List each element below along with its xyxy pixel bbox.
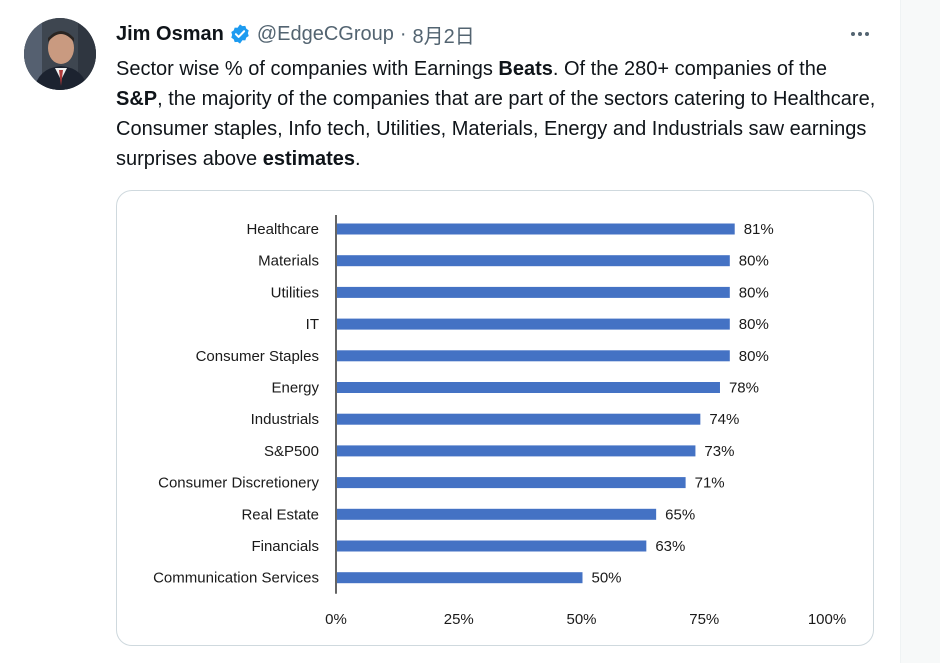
- tweet[interactable]: Jim Osman @EdgeCGroup · 8月2日 Sector wise…: [0, 0, 900, 663]
- separator-dot: ·: [399, 22, 407, 45]
- bar: [337, 413, 701, 425]
- data-label: 71%: [695, 475, 725, 492]
- data-label: 81%: [744, 221, 774, 238]
- bar-chart: Healthcare 81% Materials 80% Utilities 80% IT 8…: [153, 215, 846, 628]
- more-options-icon[interactable]: [846, 22, 874, 46]
- bar: [337, 477, 686, 489]
- x-tick-label: 50%: [566, 611, 596, 628]
- category-label: Consumer Discretionery: [158, 475, 319, 492]
- data-label: 80%: [739, 348, 769, 365]
- category-label: Energy: [271, 380, 319, 397]
- x-tick-label: 25%: [444, 611, 474, 628]
- data-label: 78%: [729, 380, 759, 397]
- text-run: . Of the 280+ companies of the: [552, 58, 827, 80]
- right-sidebar-edge: [900, 0, 940, 663]
- tweet-image-card[interactable]: Healthcare 81% Materials 80% Utilities 80% IT 8…: [116, 190, 874, 646]
- data-label: 74%: [709, 411, 739, 428]
- category-label: Materials: [258, 253, 319, 270]
- category-label: Financials: [251, 538, 319, 555]
- category-label: Healthcare: [246, 221, 319, 238]
- data-label: 63%: [655, 538, 685, 555]
- author-name[interactable]: Jim Osman: [116, 22, 224, 45]
- bar: [337, 350, 730, 362]
- bold-text-run: estimates: [262, 148, 356, 170]
- avatar-image: [24, 18, 96, 90]
- tweet-header: Jim Osman @EdgeCGroup · 8月2日: [116, 20, 475, 48]
- category-label: Consumer Staples: [196, 348, 319, 365]
- verified-badge-icon: [229, 23, 251, 45]
- data-label: 80%: [739, 253, 769, 270]
- category-label: Industrials: [251, 411, 319, 428]
- x-tick-label: 0%: [325, 611, 347, 628]
- bar: [337, 508, 657, 520]
- data-label: 80%: [739, 316, 769, 333]
- category-label: Real Estate: [241, 506, 319, 523]
- data-label: 50%: [592, 570, 622, 587]
- bar: [337, 255, 730, 267]
- bar: [337, 286, 730, 298]
- data-label: 73%: [704, 443, 734, 460]
- bar: [337, 223, 735, 235]
- data-label: 80%: [739, 284, 769, 301]
- category-label: IT: [306, 316, 319, 333]
- tweet-date[interactable]: 8月2日: [412, 25, 475, 48]
- bar: [337, 572, 583, 584]
- category-label: Utilities: [271, 284, 319, 301]
- avatar[interactable]: [24, 18, 96, 90]
- bar: [337, 540, 647, 552]
- author-handle[interactable]: @EdgeCGroup: [256, 22, 394, 45]
- bar: [337, 382, 720, 393]
- bold-text-run: Beats: [498, 58, 553, 80]
- text-run: , the majority of the companies that are…: [116, 88, 876, 170]
- x-tick-label: 100%: [808, 611, 846, 628]
- bold-text-run: S&P: [116, 88, 158, 110]
- bar: [337, 445, 696, 457]
- bar: [337, 318, 730, 330]
- x-tick-label: 75%: [689, 611, 719, 628]
- text-run: Sector wise % of companies with Earnings: [116, 58, 499, 80]
- tweet-text: Sector wise % of companies with Earnings…: [116, 54, 876, 174]
- category-label: Communication Services: [153, 570, 319, 587]
- category-label: S&P500: [264, 443, 319, 460]
- data-label: 65%: [665, 506, 695, 523]
- text-run: .: [355, 148, 361, 170]
